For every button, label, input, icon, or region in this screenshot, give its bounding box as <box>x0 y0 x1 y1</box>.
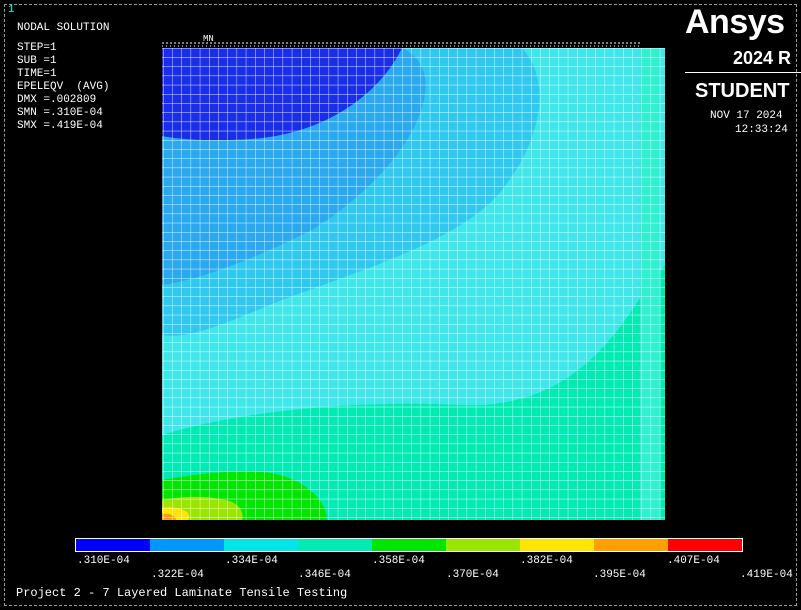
legend-label-bottom-2: .346E-04 <box>298 569 351 581</box>
legend-label-top-1: .310E-04 <box>77 555 130 567</box>
ansys-edition: STUDENT <box>695 80 790 102</box>
legend-label-top-3: .358E-04 <box>372 555 425 567</box>
substep-value: SUB =1 <box>17 55 57 67</box>
legend-swatch-8 <box>594 539 668 551</box>
logo-divider <box>685 72 801 73</box>
legend-swatch-2 <box>150 539 224 551</box>
smn-value: SMN =.310E-04 <box>17 107 103 119</box>
time-value: TIME=1 <box>17 68 57 80</box>
contour-plot[interactable] <box>162 40 667 522</box>
legend-swatch-7 <box>520 539 594 551</box>
smx-value: SMX =.419E-04 <box>17 120 103 132</box>
legend-swatch-9 <box>668 539 742 551</box>
legend-swatch-6 <box>446 539 520 551</box>
min-marker: MN <box>203 34 214 44</box>
step-value: STEP=1 <box>17 42 57 54</box>
solution-title: NODAL SOLUTION <box>17 22 110 34</box>
contour-bands <box>162 48 665 520</box>
legend-label-bottom-4: .395E-04 <box>593 569 646 581</box>
mesh-grid <box>162 48 665 520</box>
legend-label-bottom-3: .370E-04 <box>446 569 499 581</box>
legend-label-top-4: .382E-04 <box>520 555 573 567</box>
legend-swatch-5 <box>372 539 446 551</box>
plot-date: NOV 17 2024 <box>710 110 783 122</box>
viewport-frame <box>4 4 797 606</box>
contour-legend-bar <box>75 538 743 552</box>
window-number: 1 <box>8 4 15 16</box>
result-quantity: EPELEQV (AVG) <box>17 81 110 93</box>
legend-label-bottom-5: .419E-04 <box>740 569 793 581</box>
solution-info-panel: NODAL SOLUTION STEP=1 SUB =1 TIME=1 EPEL… <box>17 22 109 133</box>
legend-swatch-1 <box>76 539 150 551</box>
legend-label-top-5: .407E-04 <box>667 555 720 567</box>
legend-swatch-4 <box>298 539 372 551</box>
legend-label-top-2: .334E-04 <box>225 555 278 567</box>
legend-swatch-3 <box>224 539 298 551</box>
legend-label-bottom-1: .322E-04 <box>151 569 204 581</box>
plot-time: 12:33:24 <box>735 124 788 136</box>
plot-caption: Project 2 - 7 Layered Laminate Tensile T… <box>16 586 348 600</box>
dmx-value: DMX =.002809 <box>17 94 97 106</box>
ansys-logo: Ansys <box>685 3 785 41</box>
ansys-version: 2024 R <box>733 48 792 68</box>
